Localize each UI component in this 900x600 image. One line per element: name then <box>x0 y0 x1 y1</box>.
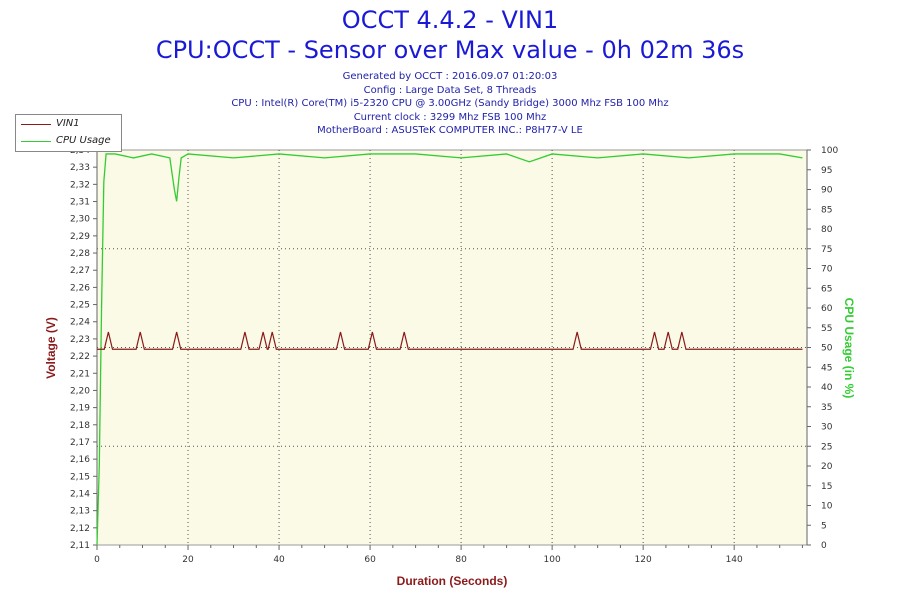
y-right-tick-label: 70 <box>821 265 833 275</box>
legend-item-vin1: VIN1 <box>16 117 121 131</box>
y-right-ticks: 0 5 10 15 20 25 30 35 40 45 50 55 60 65 70 75 80 85 90 95 10… <box>806 146 838 551</box>
y-left-tick-label: 2,28 <box>70 249 90 259</box>
y-right-tick-label: 5 <box>821 521 827 531</box>
series-group <box>96 153 803 546</box>
info-config: Config : Large Data Set, 8 Threads <box>363 84 537 96</box>
x-tick-label: 120 <box>635 555 652 565</box>
legend-swatch-vin1 <box>21 124 51 125</box>
y-left-tick-label: 2,11 <box>70 541 90 551</box>
chart-title: OCCT 4.4.2 - VIN1 <box>341 6 559 34</box>
legend: VIN1 CPU Usage <box>15 114 122 152</box>
y-left-tick-label: 2,16 <box>70 455 90 465</box>
info-cpu: CPU : Intel(R) Core(TM) i5-2320 CPU @ 3.… <box>231 98 669 109</box>
series-line-cpu-usage <box>96 153 803 546</box>
y-right-tick-label: 15 <box>821 482 832 492</box>
y-right-tick-label: 75 <box>821 245 832 255</box>
y-left-tick-label: 2,26 <box>70 283 90 293</box>
y-right-tick-label: 50 <box>821 344 833 354</box>
y-right-tick-label: 55 <box>821 324 832 334</box>
plot-area <box>96 149 808 546</box>
y-left-tick-label: 2,27 <box>70 266 90 276</box>
y-left-tick-label: 2,29 <box>70 232 90 242</box>
y-right-tick-label: 80 <box>821 225 833 235</box>
legend-label-vin1: VIN1 <box>56 118 80 129</box>
y-left-tick-label: 2,33 <box>70 163 90 173</box>
y-left-tick-label: 2,19 <box>70 404 90 414</box>
info-motherboard: MotherBoard : ASUSTeK COMPUTER INC.: P8H… <box>317 125 583 136</box>
y-left-tick-label: 2,22 <box>70 352 90 362</box>
y-right-axis-label: CPU Usage (in %) <box>842 298 856 399</box>
y-left-tick-label: 2,32 <box>70 180 90 190</box>
x-tick-label: 20 <box>182 555 194 565</box>
y-right-tick-label: 40 <box>821 383 833 393</box>
y-right-tick-label: 10 <box>821 502 833 512</box>
legend-item-cpu-usage: CPU Usage <box>16 134 121 148</box>
x-axis-label: Duration (Seconds) <box>397 574 508 588</box>
y-left-tick-label: 2,17 <box>70 438 90 448</box>
legend-swatch-cpu-usage <box>21 141 51 142</box>
y-left-tick-label: 2,30 <box>70 215 90 225</box>
x-tick-label: 40 <box>273 555 285 565</box>
y-left-tick-label: 2,21 <box>70 369 90 379</box>
x-tick-label: 80 <box>455 555 467 565</box>
y-left-tick-label: 2,13 <box>70 507 90 517</box>
y-right-tick-label: 90 <box>821 186 833 196</box>
y-left-tick-label: 2,31 <box>70 198 90 208</box>
info-generated: Generated by OCCT : 2016.09.07 01:20:03 <box>342 71 558 82</box>
chart-subtitle: CPU:OCCT - Sensor over Max value - 0h 02… <box>155 36 745 64</box>
y-right-tick-label: 65 <box>821 284 832 294</box>
y-left-tick-label: 2,23 <box>70 335 90 345</box>
y-right-tick-label: 20 <box>821 462 833 472</box>
y-right-tick-label: 45 <box>821 363 832 373</box>
legend-label-cpu-usage: CPU Usage <box>56 135 111 146</box>
y-right-tick-label: 30 <box>821 423 833 433</box>
y-right-tick-label: 85 <box>821 205 832 215</box>
y-left-tick-label: 2,24 <box>70 318 90 328</box>
y-left-tick-label: 2,15 <box>70 472 90 482</box>
y-right-tick-label: 60 <box>821 304 833 314</box>
y-left-tick-label: 2,18 <box>70 421 90 431</box>
info-clock: Current clock : 3299 Mhz FSB 100 Mhz <box>353 111 547 123</box>
x-tick-label: 140 <box>726 555 743 565</box>
y-right-tick-label: 25 <box>821 442 832 452</box>
y-right-tick-label: 0 <box>821 541 827 551</box>
y-left-ticks: 2,11 2,12 2,13 2,14 2,15 2,16 2,17 2,18 2,19 2,20… <box>70 146 98 551</box>
x-tick-label: 100 <box>544 555 561 565</box>
y-left-tick-label: 2,20 <box>70 386 90 396</box>
y-left-tick-label: 2,14 <box>70 489 90 499</box>
y-left-axis-label: Voltage (V) <box>44 317 58 379</box>
x-tick-label: 60 <box>364 555 376 565</box>
x-tick-label: 0 <box>94 555 100 565</box>
info-block: Generated by OCCT : 2016.09.07 01:20:03 … <box>0 70 900 138</box>
y-left-tick-label: 2,25 <box>70 301 90 311</box>
y-right-tick-label: 100 <box>821 146 838 156</box>
y-right-tick-label: 35 <box>821 403 832 413</box>
series-line-vin1 <box>97 331 803 350</box>
x-ticks: 0 20 40 60 80 100 120 140 <box>94 545 803 565</box>
y-left-tick-label: 2,12 <box>70 524 90 534</box>
y-right-tick-label: 95 <box>821 166 832 176</box>
